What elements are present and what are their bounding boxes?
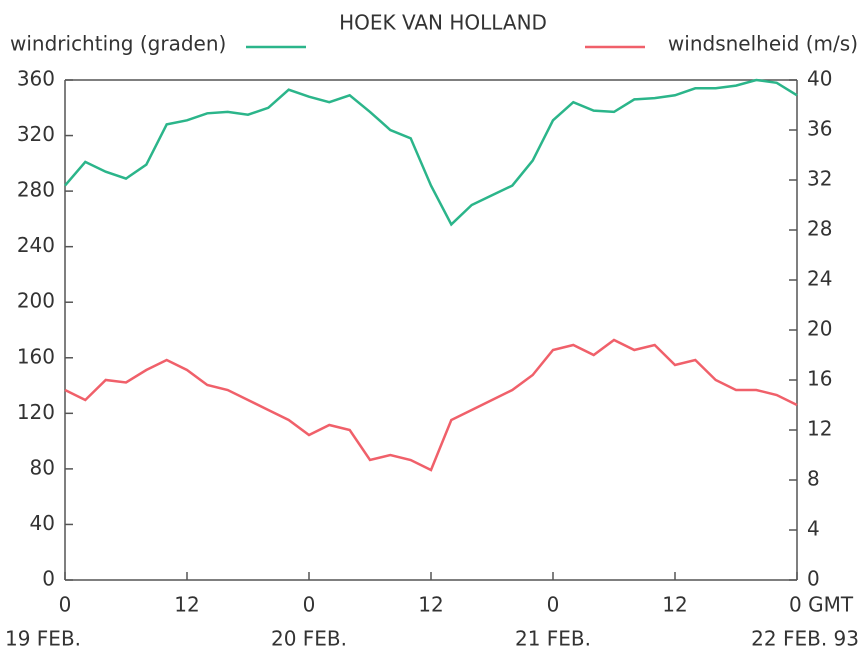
y-tick-label: 200: [17, 289, 55, 313]
y-tick-label: 120: [17, 400, 55, 424]
x-tick-label: 0 GMT: [789, 593, 854, 617]
x-tick-label: 0: [547, 593, 560, 617]
y2-tick-label: 24: [807, 267, 832, 291]
legend-label: windsnelheid (m/s): [668, 32, 858, 56]
series-line: [64, 78, 798, 227]
date-label: 20 FEB.: [271, 627, 347, 651]
y-tick-label: 280: [17, 178, 55, 202]
date-label: 19 FEB.: [5, 627, 81, 651]
y2-tick-label: 16: [807, 367, 832, 391]
y2-tick-label: 12: [807, 417, 832, 441]
y2-tick-label: 32: [807, 167, 832, 191]
y2-tick-label: 0: [807, 567, 820, 591]
legend-label: windrichting (graden): [10, 32, 226, 56]
y-tick-label: 80: [30, 455, 55, 479]
y-tick-label: 40: [30, 511, 55, 535]
y-tick-label: 160: [17, 344, 55, 368]
y2-tick-label: 36: [807, 117, 832, 141]
series-line: [64, 338, 798, 472]
y-tick-label: 360: [17, 67, 55, 91]
y2-tick-label: 4: [807, 517, 820, 541]
date-label: 22 FEB. 93: [751, 627, 859, 651]
y-tick-label: 320: [17, 122, 55, 146]
y-tick-label: 240: [17, 233, 55, 257]
x-tick-label: 12: [662, 593, 687, 617]
y2-tick-label: 8: [807, 467, 820, 491]
y-tick-label: 0: [42, 567, 55, 591]
y2-tick-label: 20: [807, 317, 832, 341]
y2-tick-label: 28: [807, 217, 832, 241]
date-label: 21 FEB.: [515, 627, 591, 651]
x-tick-label: 0: [59, 593, 72, 617]
chart-title: HOEK VAN HOLLAND: [339, 11, 547, 35]
x-tick-label: 12: [174, 593, 199, 617]
x-tick-label: 0: [303, 593, 316, 617]
x-tick-label: 12: [418, 593, 443, 617]
y2-tick-label: 40: [807, 67, 832, 91]
